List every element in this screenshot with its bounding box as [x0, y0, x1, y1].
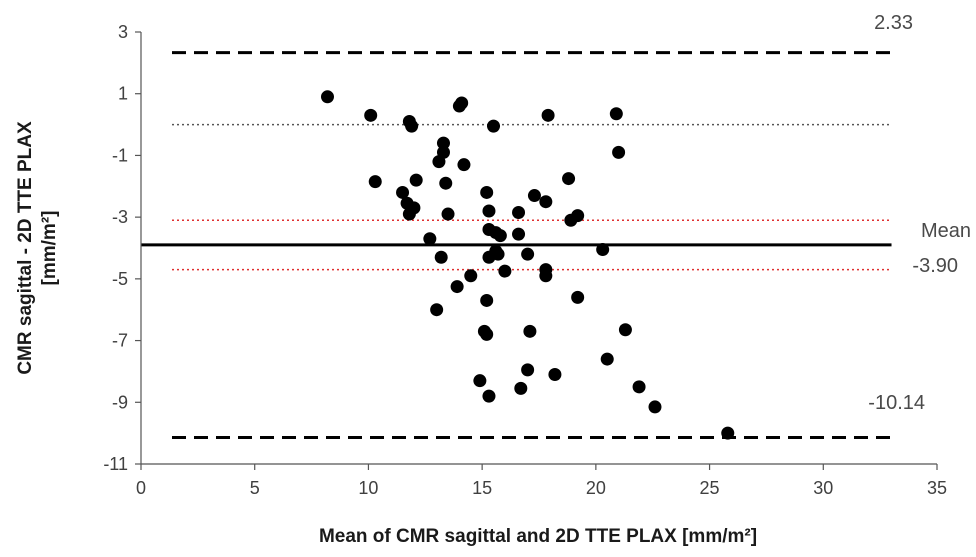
- data-point: [407, 201, 421, 215]
- y-tick-label: -11: [103, 454, 128, 474]
- data-point: [539, 195, 553, 209]
- y-axis-title-line1: CMR sagittal - 2D TTE PLAX: [15, 121, 36, 375]
- data-point: [480, 185, 494, 199]
- data-point: [493, 229, 507, 243]
- data-point: [521, 363, 535, 377]
- x-tick-label: 10: [358, 478, 378, 498]
- data-point: [541, 108, 555, 122]
- y-tick-label: 3: [118, 22, 128, 42]
- data-point: [562, 172, 576, 186]
- x-tick-label: 30: [813, 478, 833, 498]
- data-point: [430, 303, 444, 317]
- data-point: [514, 381, 528, 395]
- data-point: [455, 96, 469, 110]
- data-point: [482, 389, 496, 403]
- data-point: [364, 108, 378, 122]
- data-point: [571, 290, 585, 304]
- data-point: [439, 176, 453, 190]
- data-point: [473, 374, 487, 388]
- points-layer: [320, 90, 735, 440]
- y-tick-label: -1: [112, 145, 128, 165]
- data-point: [457, 158, 471, 172]
- data-point: [618, 323, 632, 337]
- x-tick-label: 5: [250, 478, 260, 498]
- x-tick-label: 25: [700, 478, 720, 498]
- data-point: [539, 269, 553, 283]
- x-axis-title: Mean of CMR sagittal and 2D TTE PLAX [mm…: [319, 526, 757, 547]
- data-point: [480, 293, 494, 307]
- data-point: [612, 145, 626, 159]
- data-point: [450, 280, 464, 294]
- data-point: [521, 247, 535, 261]
- y-tick-label: -3: [112, 207, 128, 227]
- data-point: [512, 206, 526, 220]
- y-tick-label: -5: [112, 269, 128, 289]
- data-point: [320, 90, 334, 104]
- data-point: [527, 189, 541, 203]
- y-tick-label: -9: [112, 392, 128, 412]
- mean-word-label: Mean: [921, 220, 971, 242]
- data-point: [464, 269, 478, 283]
- upper-loa-label: 2.33: [874, 12, 913, 34]
- data-point: [441, 207, 455, 221]
- data-point: [368, 175, 382, 189]
- axes-layer: 3 1 -1 -3 -5 -7 -9 -11 0 5 10 15 20 25 30 35: [103, 22, 947, 498]
- data-point: [405, 119, 419, 133]
- data-point: [632, 380, 646, 394]
- labels-layer: 2.33 Mean -3.90 -10.14 Mean of CMR sagit…: [15, 12, 971, 547]
- data-point: [480, 327, 494, 341]
- data-point: [571, 209, 585, 223]
- x-tick-label: 20: [586, 478, 606, 498]
- data-point: [436, 136, 450, 150]
- data-point: [423, 232, 437, 246]
- x-tick-label: 15: [472, 478, 492, 498]
- data-point: [487, 119, 501, 133]
- mean-value-label: -3.90: [912, 255, 958, 277]
- data-point: [721, 426, 735, 440]
- x-tick-label: 0: [136, 478, 146, 498]
- data-point: [409, 173, 423, 187]
- lines-layer: [141, 51, 892, 439]
- data-point: [434, 250, 448, 264]
- data-point: [512, 227, 526, 241]
- x-tick-label: 35: [927, 478, 947, 498]
- data-point: [609, 107, 623, 121]
- data-point: [596, 243, 610, 257]
- data-point: [491, 247, 505, 261]
- lower-loa-label: -10.14: [868, 392, 925, 414]
- y-tick-label: 1: [118, 84, 128, 104]
- data-point: [648, 400, 662, 414]
- data-point: [600, 352, 614, 366]
- data-point: [548, 368, 562, 382]
- data-point: [523, 324, 537, 338]
- data-point: [436, 145, 450, 159]
- data-point: [498, 264, 512, 278]
- data-point: [482, 204, 496, 218]
- data-point: [396, 185, 410, 199]
- y-axis-title-line2: [mm/m²]: [39, 211, 60, 286]
- y-tick-label: -7: [112, 331, 128, 351]
